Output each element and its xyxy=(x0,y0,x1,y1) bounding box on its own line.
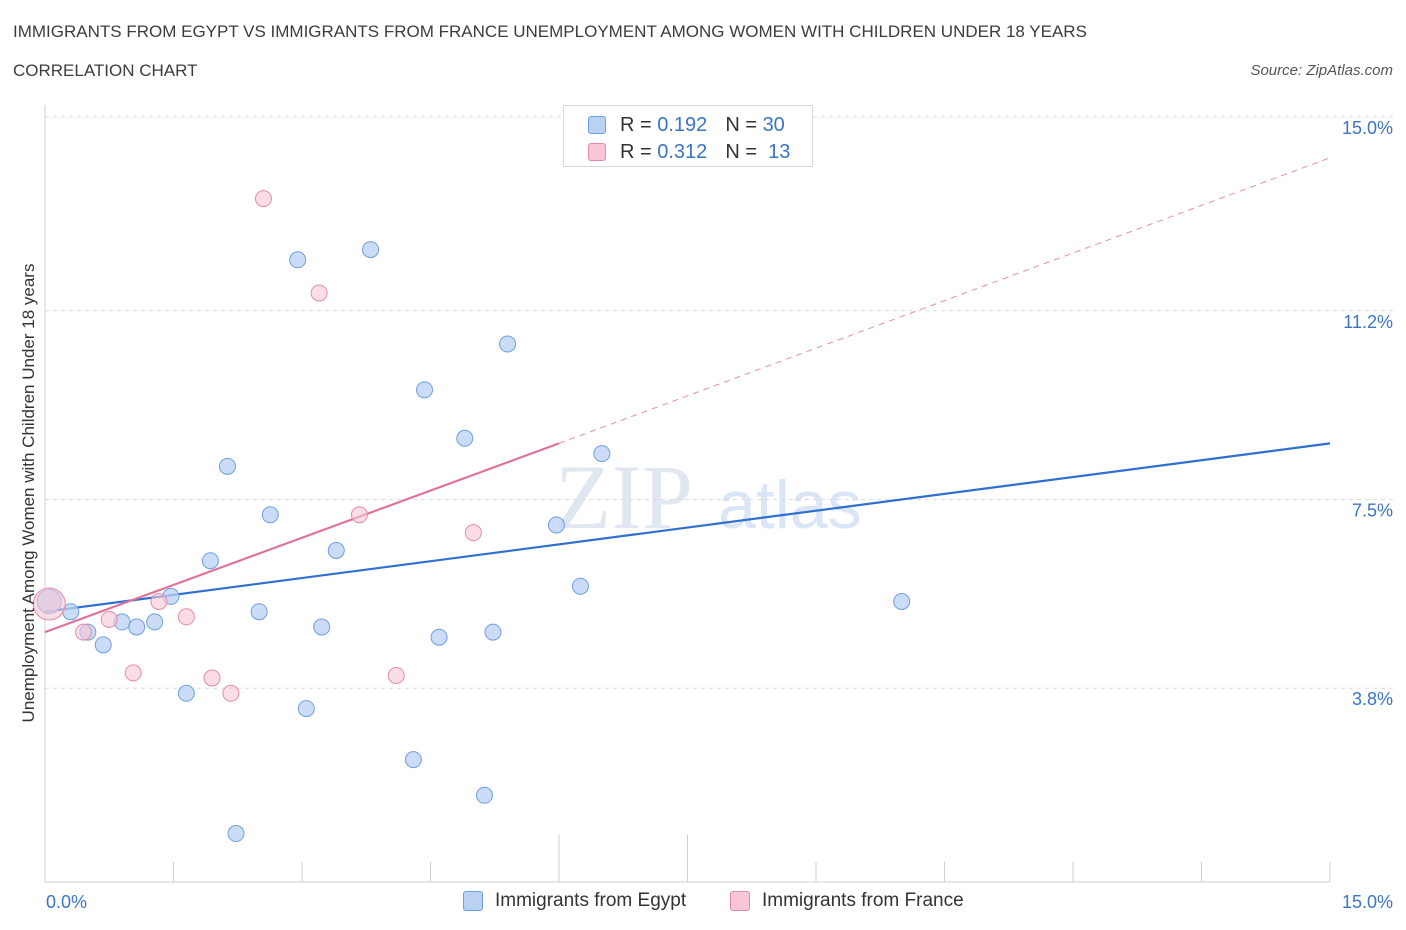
france-point xyxy=(177,608,195,626)
egypt-point xyxy=(547,516,565,534)
egypt-r-label: R = xyxy=(620,113,652,136)
france-point xyxy=(464,524,482,542)
legend-france-label: Immigrants from France xyxy=(762,890,964,911)
egypt-point xyxy=(146,613,164,631)
france-point xyxy=(254,190,272,208)
france-n-label: N = xyxy=(725,140,757,163)
source-credit: Source: ZipAtlas.com xyxy=(1250,62,1393,79)
egypt-point xyxy=(593,445,611,463)
legend-item-france[interactable]: Immigrants from France xyxy=(730,890,964,912)
y-tick-label-3: 15.0% xyxy=(1342,118,1393,138)
france-r-label: R = xyxy=(620,140,652,163)
france-point xyxy=(387,666,405,684)
egypt-point xyxy=(289,251,307,269)
france-point xyxy=(100,610,118,628)
chart-title: IMMIGRANTS FROM EGYPT VS IMMIGRANTS FROM… xyxy=(13,22,1087,41)
egypt-point xyxy=(484,623,502,641)
egypt-point xyxy=(571,577,589,595)
egypt-point xyxy=(499,335,517,353)
stats-row-france: R = 0.312 N = 13 xyxy=(588,140,790,164)
egypt-point xyxy=(218,457,236,475)
egypt-point xyxy=(416,381,434,399)
france-point xyxy=(350,506,368,524)
egypt-point xyxy=(297,700,315,718)
egypt-point xyxy=(893,593,911,610)
france-swatch xyxy=(588,143,606,161)
egypt-point xyxy=(327,542,345,559)
legend-egypt-label: Immigrants from Egypt xyxy=(495,890,687,911)
egypt-point xyxy=(201,552,219,570)
axes xyxy=(44,105,1331,883)
y-tick-label-0: 3.8% xyxy=(1352,689,1393,709)
egypt-swatch xyxy=(588,116,606,134)
france-point xyxy=(310,284,328,302)
legend-france-swatch xyxy=(730,891,750,911)
legend-egypt-swatch xyxy=(463,891,483,911)
egypt-point xyxy=(250,603,268,621)
egypt-point xyxy=(94,636,112,654)
france-trend-line xyxy=(44,442,560,634)
egypt-point xyxy=(177,684,195,702)
gridlines xyxy=(45,116,1395,689)
stats-legend: R = 0.192 N = 30 R = 0.312 N = 13 xyxy=(563,105,813,167)
y-tick-label-1: 7.5% xyxy=(1352,501,1393,521)
watermark-zip: ZIP xyxy=(555,446,693,548)
data-points xyxy=(32,190,911,843)
france-point xyxy=(32,587,66,621)
egypt-trend-line xyxy=(44,442,1331,613)
france-n-value: 13 xyxy=(768,140,791,163)
egypt-point xyxy=(128,618,146,636)
egypt-n-value: 30 xyxy=(762,113,785,136)
watermark-atlas: atlas xyxy=(718,467,862,543)
egypt-r-value: 0.192 xyxy=(657,113,708,136)
x-tick-label-min: 0.0% xyxy=(46,892,87,912)
y-axis-label: Unemployment Among Women with Children U… xyxy=(19,264,38,723)
y-tick-label-2: 11.2% xyxy=(1343,312,1393,332)
egypt-point xyxy=(404,751,422,769)
legend-item-egypt[interactable]: Immigrants from Egypt xyxy=(463,890,686,912)
egypt-point xyxy=(430,628,448,646)
france-point xyxy=(203,669,221,687)
egypt-point xyxy=(227,825,245,843)
france-point xyxy=(222,684,240,702)
france-point xyxy=(124,664,142,682)
x-tick-label-max: 15.0% xyxy=(1342,892,1393,912)
series-legend: Immigrants from Egypt Immigrants from Fr… xyxy=(0,890,1406,914)
france-point xyxy=(75,623,93,641)
egypt-n-label: N = xyxy=(725,113,757,136)
egypt-point xyxy=(362,241,380,259)
egypt-point xyxy=(456,429,474,447)
chart-subtitle: CORRELATION CHART xyxy=(13,61,198,80)
egypt-point xyxy=(313,618,331,636)
watermark: ZIP atlas xyxy=(555,446,862,548)
stats-row-egypt: R = 0.192 N = 30 xyxy=(588,113,785,137)
trend-lines xyxy=(44,157,1331,634)
france-trend-extension xyxy=(558,157,1331,444)
egypt-point xyxy=(261,506,279,524)
france-point xyxy=(150,593,168,610)
tick-labels: 3.8% 7.5% 11.2% 15.0% 0.0% 15.0% xyxy=(46,118,1393,912)
egypt-point xyxy=(475,786,493,804)
france-r-value: 0.312 xyxy=(657,140,708,163)
